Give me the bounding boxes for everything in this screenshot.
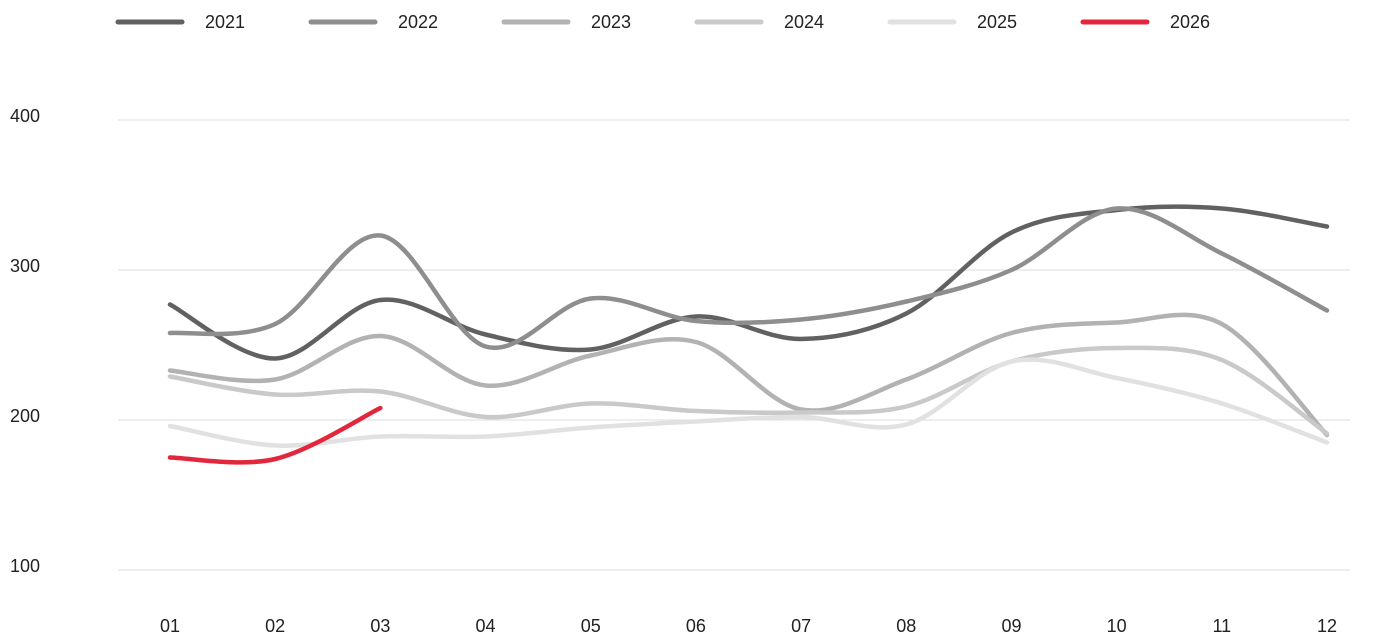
x-tick-label: 12 bbox=[1317, 616, 1337, 635]
legend-label: 2022 bbox=[398, 12, 438, 32]
x-tick-label: 07 bbox=[791, 616, 811, 635]
legend-label: 2021 bbox=[205, 12, 245, 32]
series-line bbox=[167, 357, 1330, 448]
x-tick-label: 02 bbox=[265, 616, 285, 635]
x-tick-label: 08 bbox=[896, 616, 916, 635]
y-tick-label: 300 bbox=[10, 256, 40, 276]
x-tick-label: 06 bbox=[686, 616, 706, 635]
x-tick-label: 03 bbox=[370, 616, 390, 635]
x-tick-label: 11 bbox=[1212, 616, 1231, 635]
y-tick-label: 100 bbox=[10, 556, 40, 576]
series-line bbox=[167, 345, 1330, 436]
series-line bbox=[167, 405, 383, 465]
series-line bbox=[167, 206, 1330, 351]
x-tick-label: 09 bbox=[1001, 616, 1021, 635]
legend-label: 2023 bbox=[591, 12, 631, 32]
legend-label: 2024 bbox=[784, 12, 824, 32]
y-tick-label: 200 bbox=[10, 406, 40, 426]
legend-label: 2025 bbox=[977, 12, 1017, 32]
legend-label: 2026 bbox=[1170, 12, 1210, 32]
series-line bbox=[167, 204, 1330, 361]
x-tick-label: 10 bbox=[1107, 616, 1127, 635]
x-tick-label: 01 bbox=[160, 616, 180, 635]
y-tick-label: 400 bbox=[10, 106, 40, 126]
x-tick-label: 04 bbox=[476, 616, 496, 635]
series-line bbox=[167, 312, 1330, 438]
x-tick-label: 05 bbox=[581, 616, 601, 635]
